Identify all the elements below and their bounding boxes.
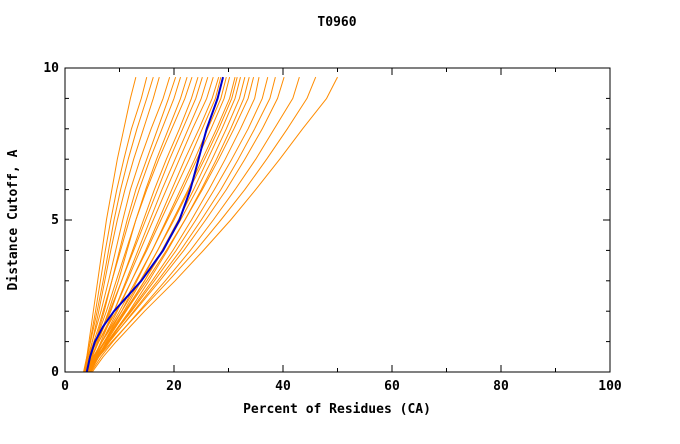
tick-labels-group: 0 20 40 60 80 100 0 5 10 <box>43 61 622 394</box>
x-tick-label: 20 <box>166 379 182 394</box>
curves-group <box>83 76 338 373</box>
model-curve <box>83 76 154 373</box>
model-curve <box>85 76 238 373</box>
model-curve <box>88 76 209 373</box>
model-curve <box>83 76 171 373</box>
model-curve <box>86 76 285 373</box>
model-curve <box>84 76 148 373</box>
x-tick-label: 0 <box>61 379 69 394</box>
model-curve <box>90 76 300 373</box>
model-curve <box>91 76 338 373</box>
model-curve <box>84 76 222 373</box>
model-curve <box>84 76 182 373</box>
highlight-curve <box>85 76 225 373</box>
model-curve <box>88 76 317 373</box>
plot-border <box>64 67 611 373</box>
x-tick-label: 80 <box>493 379 509 394</box>
y-tick-label: 0 <box>51 365 59 380</box>
model-curve <box>86 76 231 373</box>
y-tick-label: 5 <box>51 213 59 228</box>
chart-title: T0960 <box>317 15 356 30</box>
model-curve <box>84 76 203 373</box>
ticks-group <box>64 67 611 373</box>
x-tick-label: 100 <box>598 379 622 394</box>
model-curve <box>86 76 199 373</box>
x-axis-label: Percent of Residues (CA) <box>243 402 431 417</box>
model-curve <box>89 76 276 373</box>
y-axis-label: Distance Cutoff, A <box>6 149 21 290</box>
x-tick-label: 60 <box>384 379 400 394</box>
x-tick-label: 40 <box>275 379 291 394</box>
y-tick-label: 10 <box>43 61 59 76</box>
model-curve <box>87 76 269 373</box>
model-curve <box>87 76 220 373</box>
model-curve <box>83 76 137 373</box>
model-curve <box>85 76 255 373</box>
